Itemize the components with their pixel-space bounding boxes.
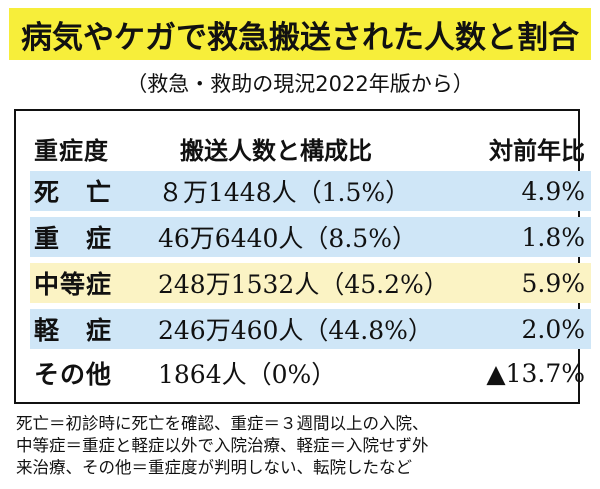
row-count: 248万1532人（45.2%） xyxy=(158,270,449,299)
row-severity: 死 亡 xyxy=(34,178,113,207)
row-count: ８万1448人（1.5%） xyxy=(158,178,411,207)
row-yoy: 1.8% xyxy=(521,222,585,252)
footnote-line: 来治療、その他＝重症度が判明しない、転院したなど xyxy=(16,458,412,477)
row-severity: その他 xyxy=(34,360,113,389)
row-count: 1864人（0%） xyxy=(158,360,337,389)
data-table: 重症度 搬送人数と構成比 対前年比 死 亡 ８万1448人（1.5%） 4.9%… xyxy=(14,109,591,404)
table-row: 重 症 46万6440人（8.5%） 1.8% xyxy=(30,217,591,257)
row-severity: 軽 症 xyxy=(34,316,113,345)
table-row: 中等症 248万1532人（45.2%） 5.9% xyxy=(30,263,591,303)
row-yoy: 4.9% xyxy=(521,176,585,206)
row-severity: 重 症 xyxy=(34,224,113,253)
row-yoy: 5.9% xyxy=(521,268,585,298)
row-yoy: 2.0% xyxy=(521,314,585,344)
table-row: 軽 症 246万460人（44.8%） 2.0% xyxy=(30,309,591,349)
definitions-footnote: 死亡＝初診時に死亡を確認、重症＝３週間以上の入院、 中等症＝重症と軽症以外で入院… xyxy=(16,413,591,479)
header-yoy: 対前年比 xyxy=(489,136,585,165)
header-count: 搬送人数と構成比 xyxy=(180,136,372,165)
footnote-line: 死亡＝初診時に死亡を確認、重症＝３週間以上の入院、 xyxy=(16,414,429,433)
header-severity: 重症度 xyxy=(34,136,109,165)
footnote-line: 中等症＝重症と軽症以外で入院治療、軽症＝入院せず外 xyxy=(16,436,429,455)
row-yoy: ▲13.7% xyxy=(486,358,585,388)
table-header-row: 重症度 搬送人数と構成比 対前年比 xyxy=(30,127,591,169)
row-count: 246万460人（44.8%） xyxy=(158,316,433,345)
table-row: その他 1864人（0%） ▲13.7% xyxy=(30,353,591,393)
page-title: 病気やケガで救急搬送された人数と割合 xyxy=(21,19,579,56)
table-row: 死 亡 ８万1448人（1.5%） 4.9% xyxy=(30,171,591,211)
row-severity: 中等症 xyxy=(34,270,113,299)
row-count: 46万6440人（8.5%） xyxy=(158,224,417,253)
title-banner: 病気やケガで救急搬送された人数と割合 xyxy=(9,8,591,60)
source-subtitle: （救急・救助の現況2022年版から） xyxy=(126,72,474,96)
